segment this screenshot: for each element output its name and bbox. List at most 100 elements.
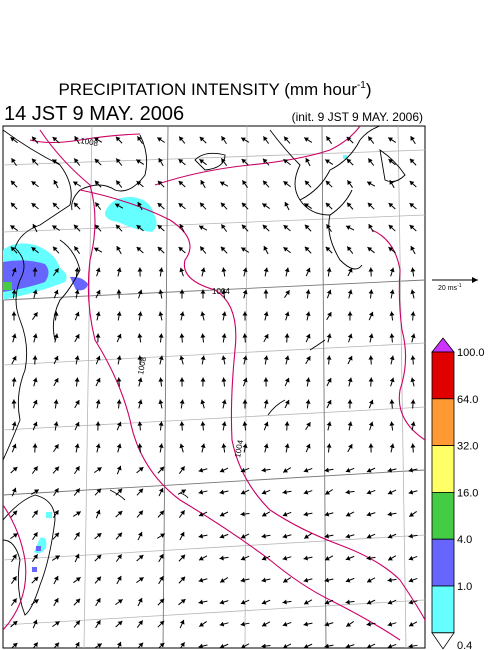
- wind-arrow-head: [345, 489, 350, 495]
- colorbar-label: 16.0: [457, 487, 478, 499]
- wind-arrow-head: [368, 421, 374, 427]
- wind-arrow-head: [157, 203, 163, 208]
- wind-arrow-head: [137, 355, 143, 360]
- wind-arrow-head: [12, 554, 17, 559]
- wind-arrow-head: [326, 399, 332, 405]
- wind-arrow-head: [95, 377, 101, 383]
- wind-arrow-head: [138, 577, 144, 582]
- wind-arrow-head: [158, 289, 164, 294]
- wind-arrow-head: [12, 510, 18, 516]
- wind-arrow-head: [178, 203, 184, 208]
- wind-arrow-head: [348, 444, 353, 449]
- wind-arrow-head: [116, 333, 122, 339]
- wind-arrow-head: [95, 509, 101, 515]
- wind-arrow-head: [200, 377, 206, 382]
- wind-arrow-head: [346, 512, 351, 517]
- wind-arrow-head: [368, 224, 373, 229]
- wind-arrow-head: [158, 158, 163, 163]
- wind-arrow-head: [241, 224, 247, 230]
- wind-arrow-head: [347, 377, 353, 383]
- wind-arrow-head: [33, 510, 38, 516]
- wind-arrow-head: [387, 467, 393, 473]
- wind-arrow-head: [303, 511, 309, 517]
- wind-arrow-head: [10, 246, 16, 252]
- wind-arrow-head: [198, 467, 204, 473]
- wind-arrow-head: [73, 224, 79, 230]
- wind-arrow-head: [388, 137, 393, 142]
- wind-arrow-head: [180, 532, 185, 537]
- graticule-line: [3, 534, 425, 561]
- wind-arrow-head: [200, 246, 205, 252]
- wind-arrow-head: [11, 267, 17, 273]
- wind-arrow-head: [95, 311, 101, 317]
- wind-arrow-head: [53, 289, 59, 295]
- wind-arrow-head: [198, 643, 203, 648]
- wind-arrow-head: [410, 333, 416, 339]
- wind-arrow-head: [94, 158, 100, 164]
- wind-arrow-head: [305, 158, 310, 163]
- wind-arrow-head: [52, 246, 58, 252]
- wind-arrow-head: [410, 355, 416, 360]
- wind-arrow-head: [325, 180, 331, 186]
- wind-arrow-head: [75, 466, 80, 471]
- wind-arrow-head: [198, 533, 203, 539]
- wind-arrow-head: [283, 225, 289, 230]
- wind-arrow-head: [11, 443, 17, 449]
- wind-arrow-head: [262, 180, 268, 186]
- wind-arrow-head: [74, 421, 80, 427]
- wind-arrow-head: [180, 599, 186, 604]
- wind-arrow-head: [11, 311, 17, 316]
- wind-arrow-head: [117, 599, 123, 604]
- wind-arrow-head: [306, 422, 311, 427]
- wind-arrow-head: [117, 620, 123, 626]
- wind-arrow-head: [136, 246, 142, 252]
- wind-arrow-head: [34, 489, 39, 494]
- wind-arrow-head: [32, 399, 38, 405]
- wind-arrow-head: [367, 247, 373, 252]
- wind-arrow-head: [387, 643, 393, 648]
- wind-arrow-head: [263, 136, 268, 142]
- wind-arrow-head: [284, 311, 290, 317]
- wind-arrow-head: [12, 466, 18, 472]
- wind-arrow-head: [116, 267, 122, 273]
- wind-arrow-head: [219, 511, 225, 517]
- wind-arrow-head: [368, 311, 374, 317]
- wind-arrow-head: [32, 619, 38, 625]
- wind-arrow-head: [221, 267, 227, 272]
- wind-arrow-head: [324, 577, 330, 583]
- wind-arrow-head: [200, 180, 205, 185]
- wind-arrow-head: [137, 136, 142, 142]
- map-frame: [2, 125, 426, 649]
- wind-arrow-head: [366, 599, 372, 605]
- wind-arrow-head: [32, 355, 38, 360]
- wind-arrow-head: [409, 158, 415, 164]
- wind-arrow-head: [408, 555, 414, 561]
- wind-arrow-head: [136, 181, 142, 186]
- wind-arrow-head: [347, 180, 352, 186]
- wind-arrow-head: [179, 311, 185, 317]
- wind-arrow-head: [261, 555, 267, 561]
- wind-arrow-head: [324, 599, 330, 605]
- wind-arrow-head: [12, 576, 17, 582]
- wind-arrow-head: [221, 136, 226, 141]
- wind-arrow-head: [221, 399, 227, 405]
- wind-arrow-head: [94, 137, 99, 142]
- wind-arrow-head: [327, 378, 332, 383]
- wind-arrow-head: [180, 576, 186, 582]
- colorbar-cap: [431, 632, 455, 650]
- wind-arrow-head: [283, 468, 288, 473]
- wind-arrow-head: [345, 599, 350, 605]
- wind-arrow-head: [200, 289, 206, 294]
- wind-arrow-head: [53, 421, 59, 426]
- wind-arrow-head: [95, 289, 101, 295]
- wind-arrow-head: [221, 311, 227, 317]
- wind-arrow-head: [32, 136, 37, 142]
- colorbar-segment: [431, 491, 455, 540]
- wind-arrow-head: [117, 532, 122, 538]
- wind-arrow-head: [366, 621, 371, 627]
- wind-arrow-head: [326, 333, 332, 339]
- wind-arrow-head: [75, 577, 81, 582]
- wind-arrow-head: [32, 377, 38, 383]
- wind-arrow-head: [200, 421, 206, 426]
- wind-arrow-head: [305, 289, 311, 294]
